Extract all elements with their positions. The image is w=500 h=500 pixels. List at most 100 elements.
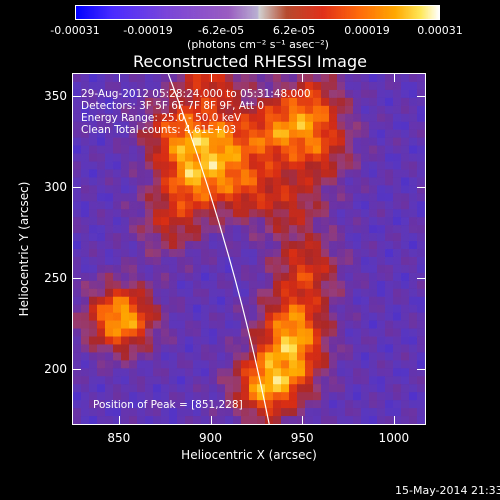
heatmap-cell <box>361 145 370 155</box>
heatmap-cell <box>225 304 234 314</box>
heatmap-cell <box>97 328 106 338</box>
heatmap-cell <box>241 225 250 234</box>
heatmap-cell <box>329 137 338 147</box>
heatmap-cell <box>265 272 274 282</box>
heatmap-cell <box>169 89 178 99</box>
heatmap-cell <box>97 296 106 306</box>
heatmap-cell <box>121 392 130 401</box>
heatmap-cell <box>313 97 322 107</box>
heatmap-cell <box>305 217 314 226</box>
heatmap-cell <box>225 416 234 424</box>
heatmap-cell <box>289 312 298 322</box>
heatmap-cell <box>409 129 418 139</box>
heatmap-cell <box>137 320 146 330</box>
heatmap-cell <box>369 256 378 266</box>
heatmap-cell <box>385 193 394 202</box>
heatmap-cell <box>345 416 354 424</box>
heatmap-cell <box>305 384 314 393</box>
heatmap-cell <box>225 193 234 202</box>
heatmap-cell <box>265 185 274 194</box>
heatmap-cell <box>313 105 322 115</box>
detectors-annotation: Detectors: 3F 5F 6F 7F 8F 9F, Att 0 <box>81 100 265 112</box>
heatmap-cell <box>169 264 178 274</box>
heatmap-cell <box>153 288 162 298</box>
heatmap-cell <box>97 137 106 147</box>
heatmap-cell <box>337 376 346 385</box>
heatmap-cell <box>377 296 386 306</box>
heatmap-cell <box>377 129 386 139</box>
heatmap-cell <box>121 280 130 290</box>
heatmap-cell <box>289 376 298 385</box>
heatmap-cell <box>369 296 378 306</box>
heatmap-cell <box>337 352 346 361</box>
heatmap-cell <box>409 153 418 163</box>
heatmap-cell <box>81 264 90 274</box>
heatmap-cell <box>233 320 242 330</box>
heatmap-cell <box>153 153 162 163</box>
heatmap-cell <box>225 272 234 282</box>
heatmap-cell <box>209 280 218 290</box>
heatmap-cell <box>241 344 250 353</box>
heatmap-cell <box>417 296 425 306</box>
heatmap-cell <box>177 129 186 139</box>
heatmap-cell <box>209 384 218 393</box>
heatmap-cell <box>289 392 298 401</box>
heatmap-cell <box>209 376 218 385</box>
heatmap-cell <box>217 352 226 361</box>
heatmap-cell <box>273 177 282 186</box>
heatmap-cell <box>169 328 178 338</box>
heatmap-cell <box>337 304 346 314</box>
heatmap-cell <box>257 392 266 401</box>
heatmap-cell <box>305 153 314 163</box>
heatmap-cell <box>377 288 386 298</box>
heatmap-cell <box>281 336 290 346</box>
heatmap-cell <box>353 312 362 322</box>
heatmap-cell <box>337 241 346 250</box>
heatmap-cell <box>281 113 290 123</box>
heatmap-cell <box>265 129 274 139</box>
heatmap-cell <box>289 288 298 298</box>
heatmap-cell <box>361 360 370 369</box>
heatmap-cell <box>73 105 82 115</box>
heatmap-cell <box>297 161 306 171</box>
heatmap-cell <box>257 193 266 202</box>
heatmap-cell <box>321 400 330 409</box>
heatmap-cell <box>177 312 186 322</box>
heatmap-cell <box>281 185 290 194</box>
heatmap-cell <box>329 129 338 139</box>
heatmap-cell <box>241 241 250 250</box>
heatmap-cell <box>313 296 322 306</box>
heatmap-cell <box>73 416 82 424</box>
heatmap-cell <box>305 89 314 99</box>
heatmap-cell <box>161 320 170 330</box>
heatmap-cell <box>217 384 226 393</box>
heatmap-cell <box>177 241 186 250</box>
heatmap-cell <box>225 344 234 353</box>
heatmap-cell <box>217 177 226 186</box>
heatmap-cell <box>297 121 306 131</box>
heatmap-cell <box>121 225 130 234</box>
heatmap-cell <box>417 121 425 131</box>
heatmap-cell <box>73 201 82 210</box>
heatmap-cell <box>121 121 130 131</box>
heatmap-cell <box>177 344 186 353</box>
heatmap-cell <box>105 225 114 234</box>
heatmap-cell <box>377 312 386 322</box>
heatmap-cell <box>409 288 418 298</box>
heatmap-cell <box>417 225 425 234</box>
heatmap-cell <box>73 193 82 202</box>
heatmap-cell <box>81 193 90 202</box>
heatmap-cell <box>361 336 370 346</box>
heatmap-cell <box>329 376 338 385</box>
heatmap-cell <box>369 121 378 131</box>
heatmap-cell <box>297 233 306 242</box>
heatmap-cell <box>241 249 250 258</box>
heatmap-cell <box>129 312 138 322</box>
heatmap-cell <box>225 336 234 346</box>
heatmap-cell <box>97 161 106 171</box>
heatmap-cell <box>409 376 418 385</box>
heatmap-cell <box>145 177 154 186</box>
heatmap-cell <box>185 74 194 83</box>
heatmap-cell <box>249 256 258 266</box>
heatmap-cell <box>249 161 258 171</box>
